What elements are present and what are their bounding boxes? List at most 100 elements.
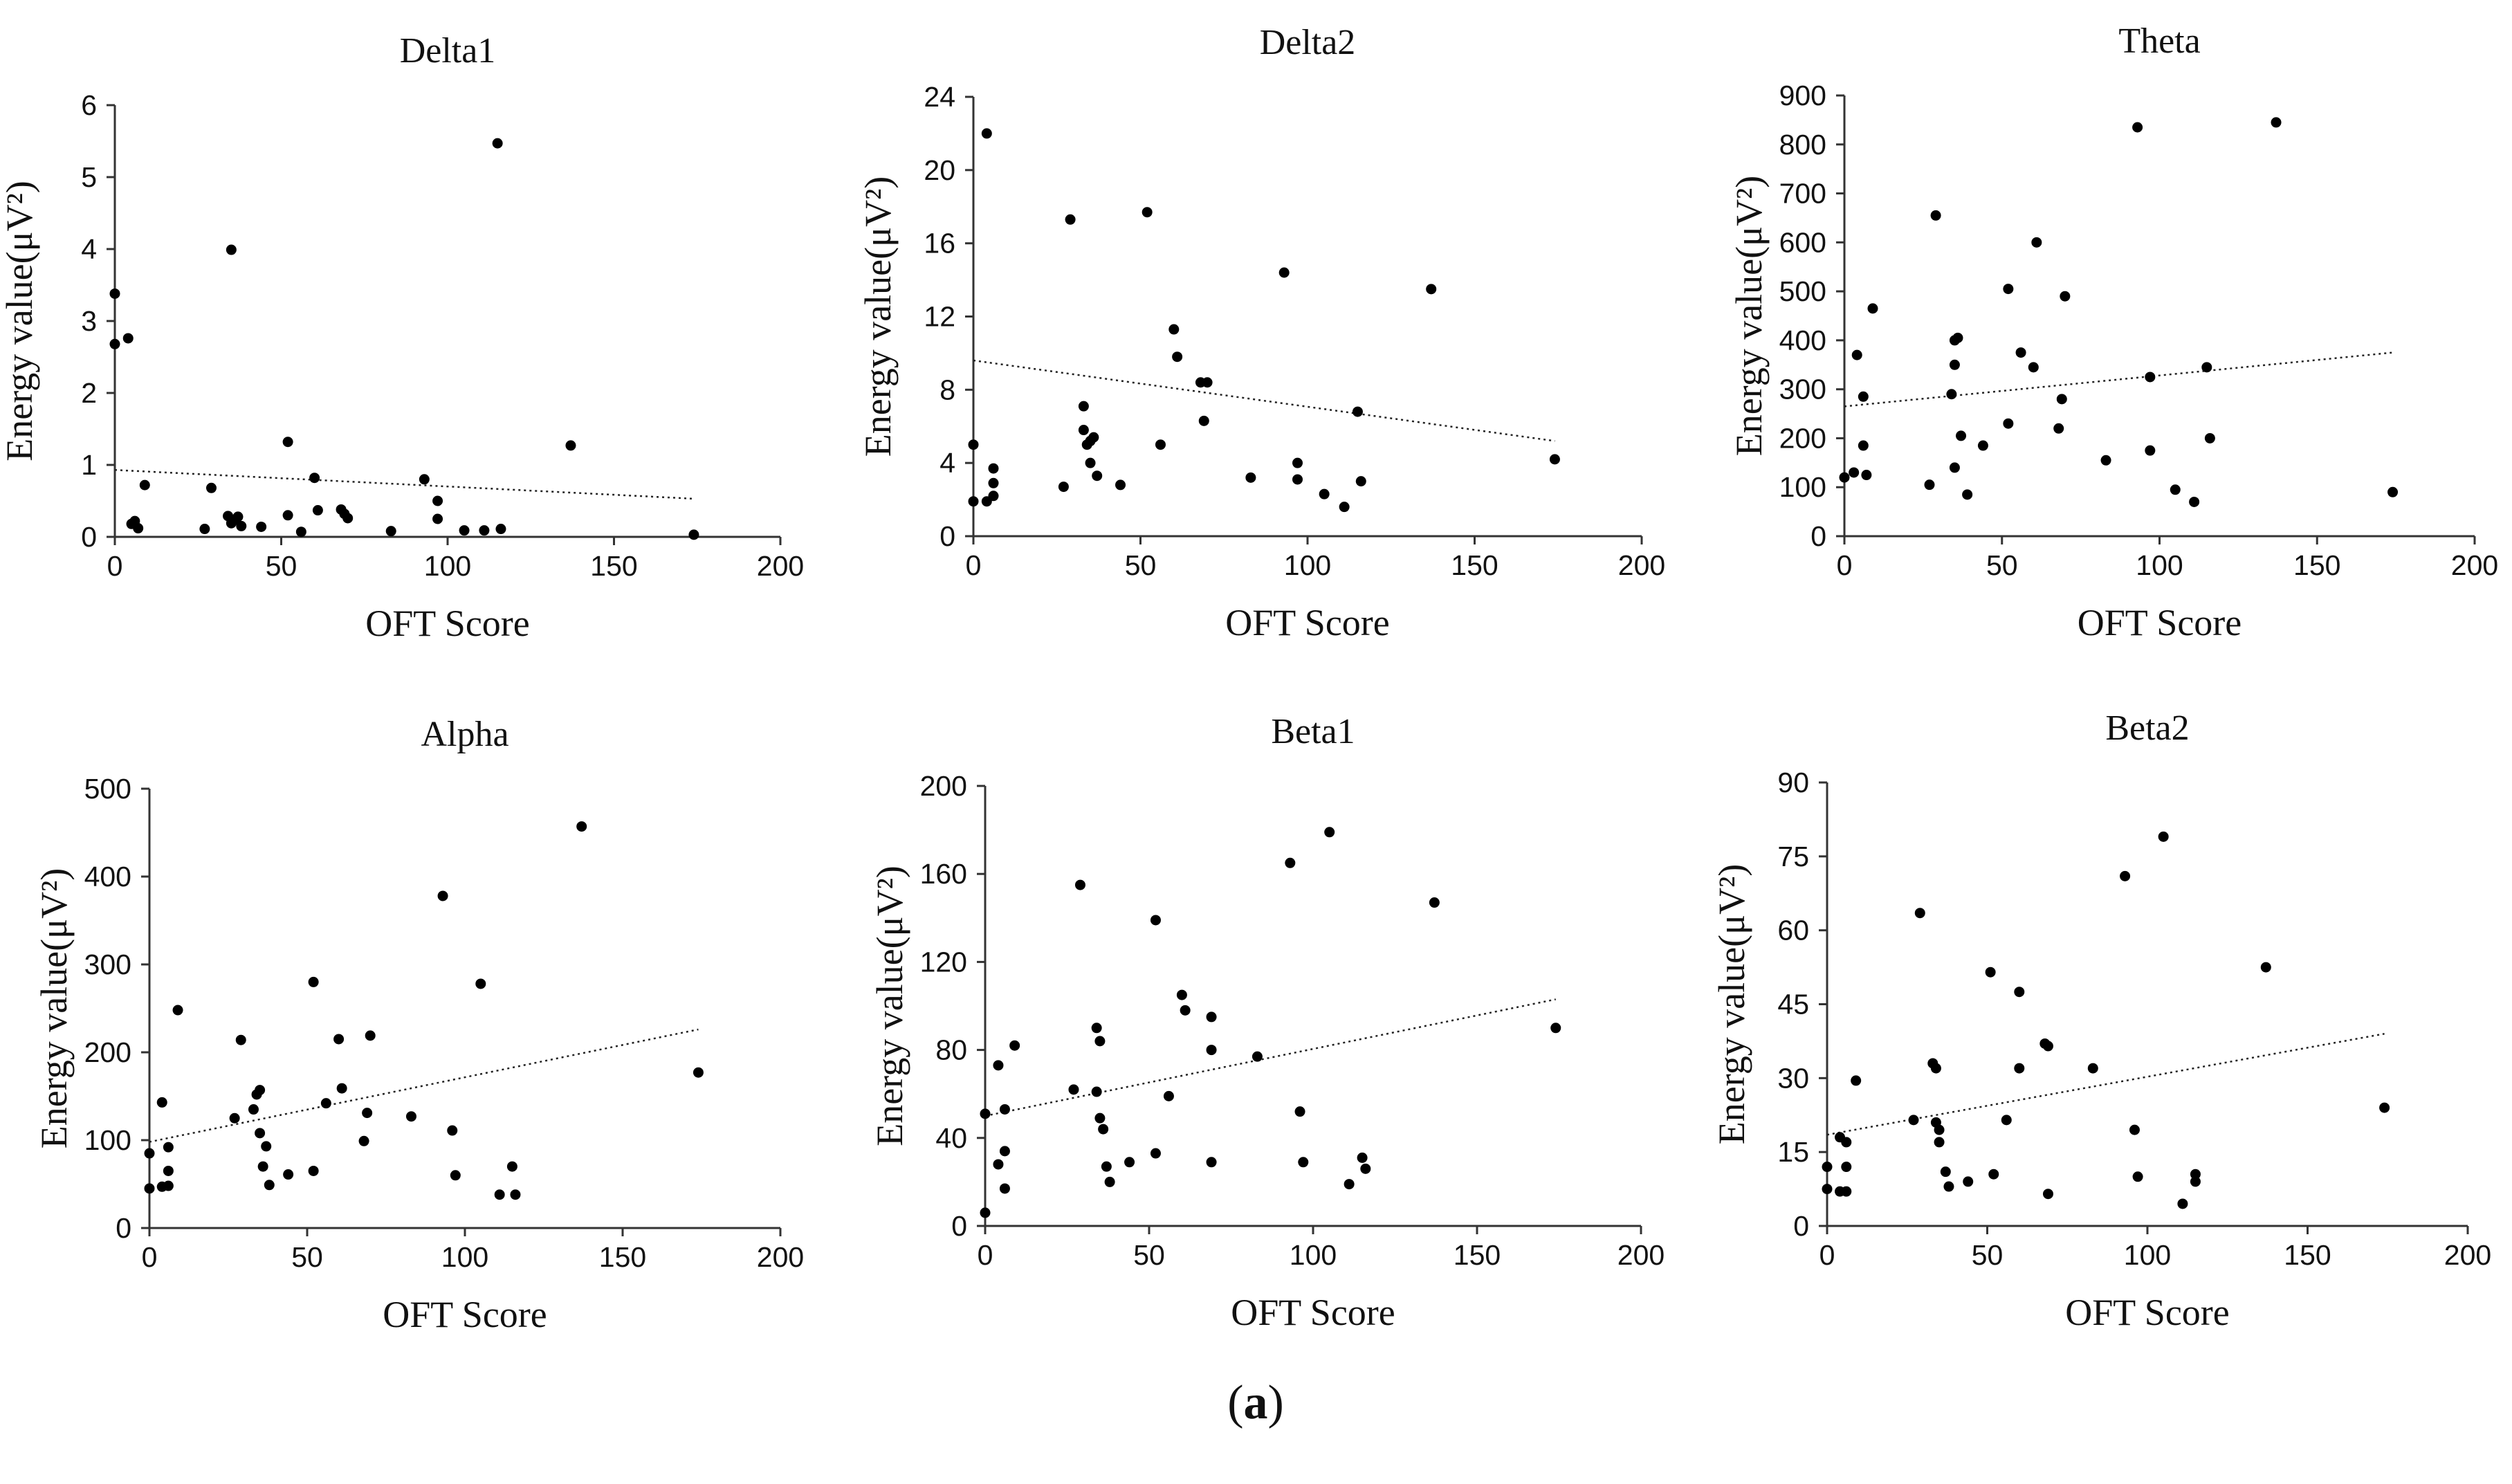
- data-point: [1292, 474, 1303, 485]
- y-tick-label: 0: [116, 1212, 131, 1244]
- data-point: [492, 138, 503, 149]
- data-point: [1429, 897, 1440, 908]
- data-point: [2014, 1063, 2025, 1074]
- data-point: [1943, 1181, 1954, 1192]
- data-point: [1949, 462, 1960, 473]
- y-tick-label: 400: [84, 861, 131, 892]
- data-point: [358, 1135, 369, 1146]
- data-point: [993, 1060, 1004, 1071]
- data-point: [2056, 394, 2067, 405]
- data-point: [2145, 372, 2156, 383]
- data-point: [1078, 425, 1089, 436]
- y-tick-label: 40: [935, 1122, 967, 1154]
- data-point: [1094, 1112, 1106, 1124]
- data-point: [475, 978, 486, 989]
- y-tick-label: 16: [924, 228, 955, 259]
- data-point: [2190, 1169, 2201, 1180]
- chart-title: Delta2: [1260, 23, 1356, 62]
- trend-line: [973, 359, 1555, 442]
- data-point: [1058, 482, 1069, 493]
- data-point: [510, 1189, 521, 1200]
- data-point: [968, 439, 979, 450]
- y-tick-label: 600: [1779, 226, 1826, 258]
- x-tick-label: 0: [1819, 1239, 1835, 1271]
- data-point: [163, 1180, 174, 1191]
- data-point: [2129, 1124, 2140, 1135]
- data-point: [2204, 432, 2215, 443]
- y-tick-label: 500: [1779, 275, 1826, 307]
- data-point: [199, 524, 210, 535]
- data-point: [2031, 237, 2042, 248]
- data-point: [494, 1189, 505, 1200]
- data-point: [459, 525, 470, 536]
- y-tick-label: 100: [84, 1124, 131, 1156]
- x-tick-label: 200: [1618, 549, 1665, 581]
- x-tick-label: 150: [590, 550, 637, 582]
- data-point: [1908, 1115, 1919, 1126]
- data-point: [988, 477, 999, 488]
- data-point: [1202, 377, 1213, 388]
- y-tick-label: 0: [81, 521, 97, 553]
- data-point: [450, 1170, 461, 1181]
- data-point: [1858, 440, 1869, 451]
- x-axis-label: OFT Score: [1225, 602, 1390, 643]
- x-tick-label: 50: [291, 1241, 323, 1273]
- y-tick-label: 60: [1777, 915, 1809, 946]
- data-point: [1298, 1157, 1309, 1168]
- y-tick-label: 160: [920, 858, 967, 890]
- data-point: [1344, 1179, 1355, 1190]
- data-point: [1988, 1169, 1999, 1180]
- data-point: [342, 513, 354, 524]
- data-point: [133, 523, 144, 534]
- data-point: [495, 524, 506, 535]
- data-point: [988, 463, 999, 474]
- data-point: [2015, 347, 2026, 358]
- data-point: [109, 288, 120, 299]
- data-point: [236, 520, 247, 531]
- data-point: [156, 1097, 167, 1108]
- data-point: [1956, 430, 1967, 441]
- data-point: [172, 1005, 183, 1016]
- chart-delta1: Delta1 0 1 2 3 4 5 6 0 50 100 150 200 OFT Score Energy…: [0, 31, 804, 644]
- data-point: [1206, 1045, 1217, 1056]
- data-point: [1861, 470, 1872, 481]
- data-point: [1867, 303, 1878, 314]
- data-point: [1252, 1051, 1263, 1062]
- data-point: [2271, 117, 2282, 128]
- chart-delta2: Delta2 0 4 8 12 16 20 24 0 50 100 150 200 OFT Score En…: [857, 23, 1665, 643]
- data-point: [980, 1108, 991, 1119]
- data-point: [1355, 476, 1366, 487]
- data-point: [2060, 291, 2071, 302]
- y-tick-label: 500: [84, 773, 131, 805]
- y-tick-label: 15: [1777, 1136, 1809, 1168]
- x-tick-label: 0: [142, 1241, 158, 1273]
- x-tick-label: 200: [2444, 1239, 2491, 1271]
- x-axis-label: OFT Score: [2078, 602, 2242, 643]
- x-tick-label: 150: [1451, 549, 1498, 581]
- data-point: [256, 521, 267, 532]
- data-point: [1009, 1040, 1020, 1051]
- data-point: [2132, 122, 2143, 133]
- data-point: [2003, 284, 2014, 295]
- data-point: [1324, 827, 1335, 838]
- y-axis-label: Energy value(μV²): [33, 868, 75, 1149]
- data-point: [1963, 1176, 1974, 1187]
- y-tick-label: 12: [924, 301, 955, 333]
- data-point: [1851, 349, 1862, 360]
- data-point: [232, 511, 244, 522]
- data-point: [1849, 467, 1860, 478]
- y-tick-label: 20: [924, 154, 955, 186]
- x-tick-label: 100: [424, 550, 471, 582]
- data-point: [1851, 1075, 1862, 1086]
- x-tick-label: 200: [757, 1241, 804, 1273]
- data-point: [261, 1141, 272, 1152]
- data-point: [2170, 484, 2181, 495]
- data-point: [1206, 1011, 1217, 1023]
- data-point: [1822, 1162, 1833, 1173]
- y-tick-label: 0: [1793, 1210, 1809, 1242]
- y-tick-label: 200: [84, 1036, 131, 1068]
- data-point: [1841, 1137, 1852, 1148]
- y-tick-label: 0: [939, 520, 955, 552]
- data-point: [1142, 207, 1153, 218]
- data-point: [2189, 496, 2200, 507]
